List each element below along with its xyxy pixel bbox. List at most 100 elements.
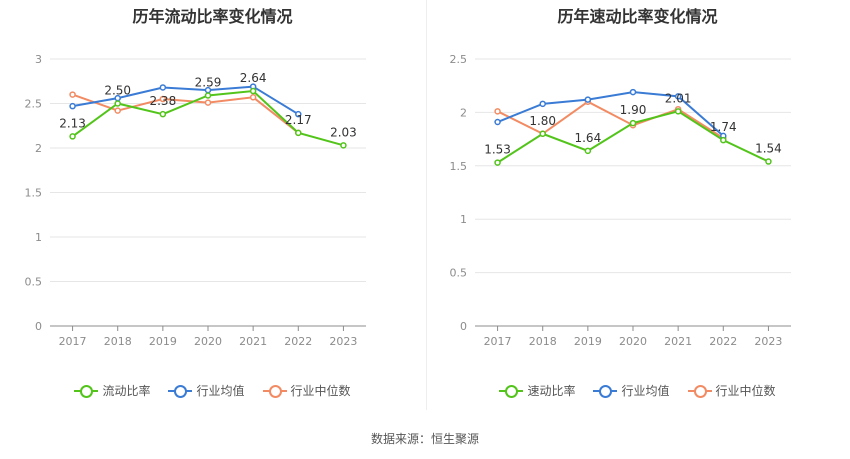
- legend-marker-icon: [687, 384, 712, 398]
- y-tick-label: 0: [460, 320, 467, 333]
- series-line: [497, 91, 724, 137]
- legend-label: 行业均值: [196, 384, 245, 398]
- x-tick-label: 2023: [754, 335, 782, 348]
- series-line: [497, 100, 724, 139]
- legend-item-series-3[interactable]: 行业中位数: [687, 382, 776, 399]
- data-point: [629, 119, 637, 127]
- data-point: [494, 159, 501, 166]
- data-point: [494, 108, 501, 115]
- data-point: [295, 129, 302, 137]
- y-tick-label: 2: [460, 106, 467, 119]
- data-label: 1.53: [484, 143, 511, 157]
- data-label: 2.01: [665, 91, 692, 105]
- data-label: 2.38: [149, 94, 176, 108]
- y-tick-label: 1.5: [450, 160, 468, 173]
- data-point: [674, 108, 682, 115]
- legend-item-series-1[interactable]: 速动比率: [499, 382, 575, 399]
- data-label: 2.03: [330, 125, 357, 139]
- data-point: [765, 158, 772, 165]
- data-point: [720, 136, 727, 144]
- y-tick-label: 1.5: [25, 187, 43, 200]
- data-point: [114, 100, 121, 107]
- x-tick-label: 2022: [284, 335, 312, 348]
- data-point: [674, 93, 682, 100]
- data-point: [539, 100, 546, 108]
- data-label: 1.64: [574, 131, 601, 145]
- legend-label: 行业均值: [621, 384, 670, 398]
- x-tick-label: 2019: [574, 335, 602, 348]
- x-tick-label: 2022: [709, 335, 737, 348]
- data-point: [204, 99, 212, 106]
- data-point: [629, 88, 637, 96]
- data-label: 1.54: [755, 142, 782, 156]
- chart-legend: 流动比率 行业均值 行业中位数: [0, 382, 425, 399]
- y-tick-label: 3: [35, 53, 42, 66]
- y-tick-label: 0.5: [25, 276, 43, 289]
- x-tick-label: 2017: [484, 335, 512, 348]
- data-point: [69, 133, 76, 140]
- data-point: [249, 87, 257, 95]
- data-point: [114, 107, 121, 114]
- x-tick-label: 2019: [149, 335, 177, 348]
- chart-legend: 速动比率 行业均值 行业中位数: [425, 382, 850, 399]
- chart-title: 历年速动比率变化情况: [557, 7, 718, 26]
- legend-item-series-1[interactable]: 流动比率: [74, 382, 150, 399]
- legend-marker-icon: [74, 384, 99, 398]
- y-tick-label: 2.5: [25, 98, 43, 111]
- data-label: 1.74: [710, 120, 737, 134]
- data-point: [584, 96, 592, 103]
- x-tick-label: 2020: [194, 335, 222, 348]
- legend-label: 行业中位数: [290, 384, 351, 398]
- data-label: 2.13: [59, 116, 86, 130]
- data-label: 2.64: [240, 71, 267, 85]
- legend-item-series-2[interactable]: 行业均值: [593, 382, 670, 399]
- y-tick-label: 1: [460, 213, 467, 226]
- data-point: [69, 102, 76, 110]
- x-tick-label: 2017: [59, 335, 87, 348]
- data-point: [159, 84, 167, 91]
- plot-area: 0 0.5 1 1.5 2 2.5 3 2017 2018 2019 2020 2021 2022 202…: [25, 53, 366, 348]
- legend-marker-icon: [168, 384, 193, 398]
- data-point: [539, 130, 546, 138]
- quick-ratio-chart: 历年速动比率变化情况 0 0.5 1 1.5 2 2.5 2017 2018 2019 2020 2…: [425, 0, 850, 420]
- data-point: [204, 92, 212, 99]
- data-label: 2.50: [104, 84, 131, 98]
- current-ratio-chart: 历年流动比率变化情况 0 0.5 1 1.5 2 2.5 3 2017 2018 2019 2020…: [0, 0, 425, 420]
- legend-label: 行业中位数: [715, 384, 776, 398]
- y-tick-label: 0: [35, 320, 42, 333]
- legend-marker-icon: [262, 384, 287, 398]
- data-source-note: 数据来源：恒生聚源: [370, 432, 479, 446]
- legend-marker-icon: [593, 384, 618, 398]
- x-tick-label: 2018: [104, 335, 132, 348]
- legend-label: 流动比率: [102, 384, 151, 398]
- data-point: [159, 95, 167, 103]
- x-tick-label: 2023: [329, 335, 357, 348]
- data-point: [295, 110, 302, 118]
- y-tick-label: 0.5: [450, 267, 468, 280]
- data-point: [159, 110, 167, 118]
- data-point: [340, 142, 347, 149]
- data-label: 1.80: [529, 114, 556, 128]
- y-tick-label: 1: [35, 231, 42, 244]
- data-point: [584, 147, 592, 155]
- x-tick-label: 2020: [619, 335, 647, 348]
- data-point: [494, 118, 501, 126]
- data-label: 2.59: [195, 75, 222, 89]
- panel-divider: [426, 0, 427, 410]
- legend-item-series-3[interactable]: 行业中位数: [262, 382, 351, 399]
- legend-marker-icon: [499, 384, 524, 398]
- data-label: 1.90: [620, 103, 647, 117]
- data-point: [249, 94, 257, 101]
- x-tick-label: 2021: [239, 335, 267, 348]
- y-tick-label: 2: [35, 142, 42, 155]
- series-line: [72, 85, 299, 116]
- legend-label: 速动比率: [527, 384, 576, 398]
- data-point: [69, 91, 76, 98]
- plot-area: 0 0.5 1 1.5 2 2.5 2017 2018 2019 2020 2021 2022 2023…: [450, 53, 791, 348]
- data-label: 2.17: [285, 113, 312, 127]
- x-tick-label: 2018: [529, 335, 557, 348]
- x-tick-label: 2021: [664, 335, 692, 348]
- legend-item-series-2[interactable]: 行业均值: [168, 382, 245, 399]
- y-tick-label: 2.5: [450, 53, 468, 66]
- chart-title: 历年流动比率变化情况: [132, 7, 293, 26]
